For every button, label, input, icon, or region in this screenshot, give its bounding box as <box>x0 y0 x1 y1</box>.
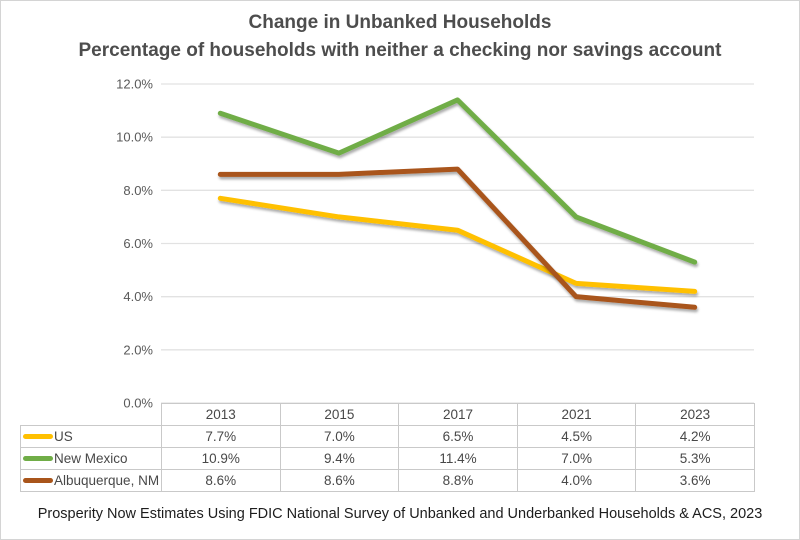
legend-cell: US <box>20 425 162 448</box>
value-cell: 8.8% <box>398 469 518 492</box>
y-axis-tick-label: 6.0% <box>123 236 153 251</box>
gridlines <box>161 83 754 404</box>
legend-series-label: US <box>54 429 73 444</box>
chart-title: Change in Unbanked Households <box>248 12 552 33</box>
legend-swatch-us <box>23 433 53 439</box>
table-row: US 7.7% 7.0% 6.5% 4.5% 4.2% <box>20 425 755 448</box>
table-row: New Mexico 10.9% 9.4% 11.4% 7.0% 5.3% <box>20 447 755 470</box>
value-cell: 4.5% <box>516 425 637 448</box>
y-axis-tick-label: 2.0% <box>123 342 153 357</box>
legend-swatch-new-mexico <box>23 455 53 461</box>
value-cell: 11.4% <box>398 447 518 470</box>
table-row: Albuquerque, NM 8.6% 8.6% 8.8% 4.0% 3.6% <box>20 469 755 492</box>
y-axis-tick-label: 12.0% <box>116 77 153 92</box>
legend-series-label: Albuquerque, NM <box>54 473 160 488</box>
year-header-cell: 2023 <box>635 403 755 426</box>
y-axis-tick-labels: 0.0% 2.0% 4.0% 6.0% 8.0% 10.0% 12.0% <box>116 77 153 411</box>
y-axis-tick-label: 8.0% <box>123 183 153 198</box>
chart-title-block: Change in Unbanked Households Percentage… <box>1 9 799 65</box>
table-corner-cell <box>21 404 162 426</box>
data-table: 2013 2015 2017 2021 2023 US 7.7% 7.0% 6.5% 4.5% 4.… <box>20 403 755 492</box>
source-note: Prosperity Now Estimates Using FDIC Nati… <box>37 506 763 522</box>
value-cell: 5.3% <box>635 447 755 470</box>
legend-series-label: New Mexico <box>54 451 128 466</box>
year-header-cell: 2021 <box>516 403 637 426</box>
value-cell: 9.4% <box>279 447 400 470</box>
year-header-cell: 2017 <box>398 403 518 426</box>
year-header-cell: 2015 <box>279 403 400 426</box>
value-cell: 10.9% <box>161 447 281 470</box>
y-axis-tick-label: 10.0% <box>116 130 153 145</box>
series-line-us <box>217 195 698 294</box>
value-cell: 4.0% <box>516 469 637 492</box>
series-line-new-mexico <box>217 97 698 265</box>
legend-cell: Albuquerque, NM <box>20 469 162 492</box>
value-cell: 7.7% <box>161 425 281 448</box>
legend-cell: New Mexico <box>20 447 162 470</box>
series-lines <box>217 97 698 310</box>
value-cell: 4.2% <box>635 425 755 448</box>
y-axis-tick-label: 0.0% <box>123 396 153 411</box>
table-header-row: 2013 2015 2017 2021 2023 <box>21 403 755 426</box>
value-cell: 6.5% <box>398 425 518 448</box>
y-axis-tick-label: 4.0% <box>123 289 153 304</box>
chart-subtitle: Percentage of households with neither a … <box>78 40 722 61</box>
value-cell: 8.6% <box>161 469 281 492</box>
series-line-albuquerque-nm <box>217 166 698 310</box>
year-header-cell: 2013 <box>161 403 281 426</box>
legend-swatch-albuquerque-nm <box>23 477 53 483</box>
value-cell: 7.0% <box>279 425 400 448</box>
value-cell: 7.0% <box>516 447 637 470</box>
value-cell: 3.6% <box>635 469 755 492</box>
value-cell: 8.6% <box>279 469 400 492</box>
